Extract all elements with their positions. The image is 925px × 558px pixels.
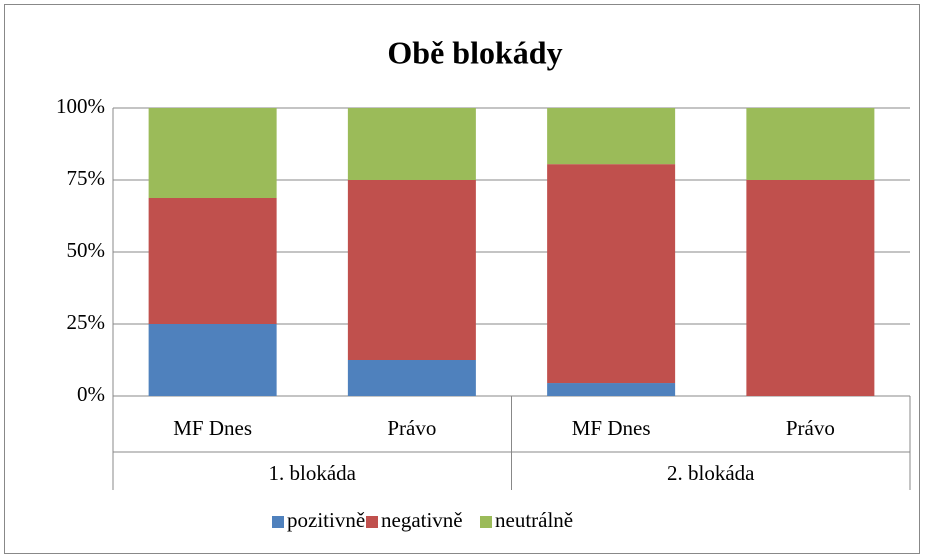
legend-label: negativně (381, 508, 463, 532)
bar-segment (746, 180, 875, 396)
bar-segment (148, 198, 277, 324)
y-tick-label: 50% (67, 238, 106, 262)
legend-label: neutrálně (495, 508, 573, 532)
legend-label: pozitivně (287, 508, 365, 532)
x-tick-label: MF Dnes (572, 416, 651, 440)
x-tick-label: Právo (786, 416, 835, 440)
bar-segment (547, 164, 676, 384)
chart-title: Obě blokády (387, 34, 562, 70)
y-tick-label: 75% (67, 166, 106, 190)
bar-segment (347, 360, 476, 396)
bar-segment (746, 108, 875, 180)
bar-segment (547, 383, 676, 396)
legend-swatch (480, 516, 492, 528)
legend-swatch (366, 516, 378, 528)
bar-segment (148, 324, 277, 396)
y-tick-label: 25% (67, 310, 106, 334)
x-tick-label: MF Dnes (173, 416, 252, 440)
bar-segment (347, 108, 476, 180)
y-tick-label: 0% (77, 382, 105, 406)
x-tick-label: Právo (387, 416, 436, 440)
bar-segment (347, 180, 476, 360)
group-label: 1. blokáda (269, 461, 357, 485)
y-tick-label: 100% (56, 94, 105, 118)
legend-swatch (272, 516, 284, 528)
bar-segment (547, 108, 676, 165)
group-label: 2. blokáda (667, 461, 755, 485)
bar-segment (148, 108, 277, 198)
